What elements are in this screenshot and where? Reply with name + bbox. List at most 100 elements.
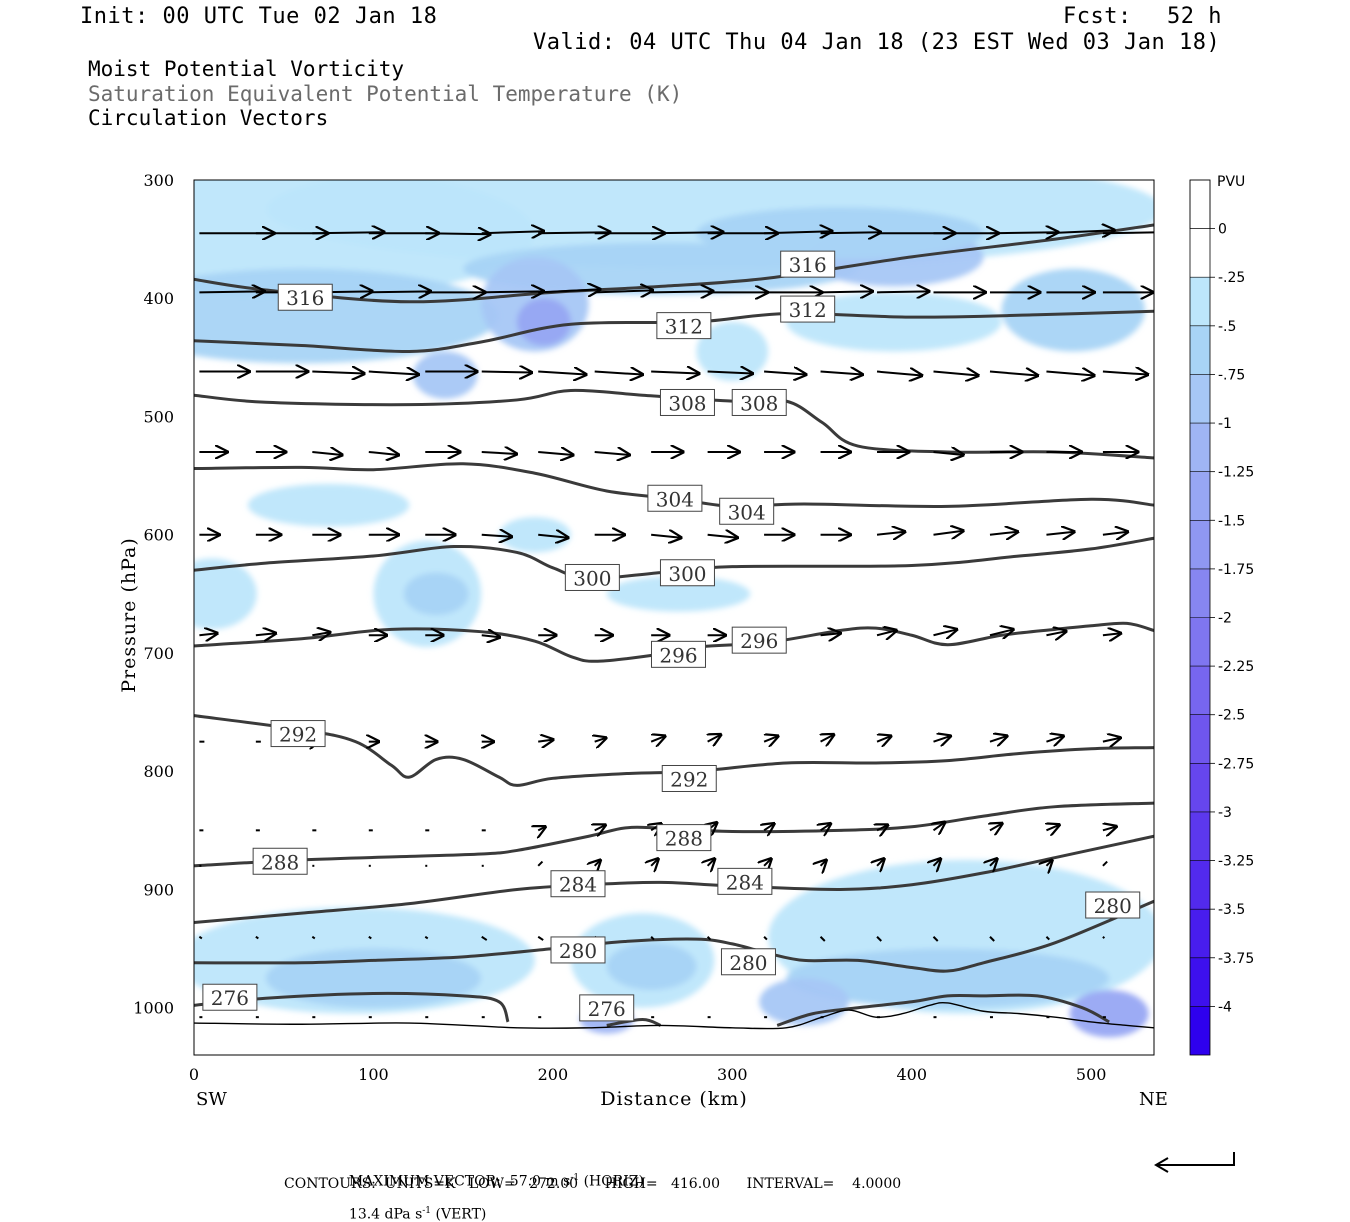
svg-text:276: 276 xyxy=(211,986,249,1010)
contour-label-300: 300 xyxy=(564,563,620,591)
circulation-vector xyxy=(764,824,774,831)
colorbar-level-label: -3.25 xyxy=(1218,854,1254,870)
circulation-vector xyxy=(425,233,490,234)
colorbar-swatch xyxy=(1190,909,1210,958)
contour-label-296: 296 xyxy=(731,626,787,654)
y-axis-label: Pressure (hPa) xyxy=(118,537,140,693)
mpv-shaded-region xyxy=(606,942,697,990)
field-title-vectors: Circulation Vectors xyxy=(88,106,329,130)
circulation-vector xyxy=(312,632,330,635)
contour-label-316: 316 xyxy=(780,250,836,278)
contour-label-288: 288 xyxy=(252,847,308,875)
circulation-vector xyxy=(708,735,721,742)
circulation-vector xyxy=(199,633,217,635)
circulation-vector xyxy=(1046,631,1066,635)
circulation-vector xyxy=(537,860,544,867)
circulation-vector xyxy=(255,633,276,635)
contour-label-308: 308 xyxy=(731,388,787,416)
circulation-vector xyxy=(707,372,753,374)
circulation-vector xyxy=(538,535,568,538)
reference-vector-icon xyxy=(1154,1152,1235,1173)
mpv-shaded-region xyxy=(194,558,257,630)
colorbar-level-label: -1.25 xyxy=(1218,465,1254,481)
circulation-vector xyxy=(481,372,532,373)
svg-text:316: 316 xyxy=(789,253,827,277)
svg-text:316: 316 xyxy=(286,286,324,310)
circulation-vector xyxy=(821,860,827,866)
contour-info: CONTOURS: UNITS=K LOW= 272.00 HIGH= 416.… xyxy=(284,1176,902,1192)
mpv-shaded-region xyxy=(759,978,849,1026)
x-tick-label: 400 xyxy=(896,1065,927,1084)
contour-label-280: 280 xyxy=(1085,891,1141,919)
circulation-vector xyxy=(595,860,601,866)
circulation-vector xyxy=(481,635,500,637)
colorbar-swatch xyxy=(1190,228,1210,278)
contour-label-288: 288 xyxy=(656,824,712,852)
colorbar-level-label: -1.5 xyxy=(1218,513,1245,529)
circulation-vector xyxy=(594,290,653,292)
circulation-vector xyxy=(820,372,863,375)
colorbar-swatch xyxy=(1190,423,1210,472)
y-tick-label: 1000 xyxy=(133,999,174,1018)
circulation-vector xyxy=(821,824,831,831)
x-tick-label: 300 xyxy=(717,1065,748,1084)
valid-time: Valid: 04 UTC Thu 04 Jan 18 (23 EST Wed … xyxy=(533,30,1221,55)
contour-label-304: 304 xyxy=(647,484,703,512)
init-time: Init: 00 UTC Tue 02 Jan 18 xyxy=(80,4,438,29)
svg-text:288: 288 xyxy=(261,850,299,874)
colorbar-level-label: -3.5 xyxy=(1218,902,1245,918)
circulation-vector xyxy=(989,532,1018,535)
mpv-shaded-region xyxy=(516,298,571,346)
x-tick-label: 0 xyxy=(189,1065,199,1084)
colorbar-swatch xyxy=(1190,714,1210,764)
colorbar-level-label: -2.25 xyxy=(1218,659,1254,675)
svg-text:296: 296 xyxy=(740,629,778,653)
circulation-vector xyxy=(1103,826,1116,830)
field-title-theta-es: Saturation Equivalent Potential Temperat… xyxy=(88,82,683,106)
x-tick-label: 500 xyxy=(1076,1065,1107,1084)
colorbar-level-label: -4 xyxy=(1218,999,1232,1015)
circulation-vector xyxy=(876,372,922,376)
colorbar-level-label: -.75 xyxy=(1218,367,1245,383)
circulation-vector xyxy=(820,633,841,635)
circulation-vector xyxy=(1102,860,1108,867)
max-vector-horizontal-tag: (HORIZ) xyxy=(583,1173,644,1190)
circulation-vector xyxy=(650,936,655,941)
colorbar-swatch xyxy=(1190,568,1210,618)
circulation-vector xyxy=(651,372,699,374)
colorbar-swatch xyxy=(1190,325,1210,375)
max-vector-vertical-unit-exponent: -1 xyxy=(422,1205,432,1216)
svg-text:280: 280 xyxy=(729,951,767,975)
circulation-vector xyxy=(594,452,630,455)
circulation-vector xyxy=(312,452,342,455)
colorbar-level-label: -3.75 xyxy=(1218,951,1254,967)
circulation-vector xyxy=(538,740,553,742)
contour-label-308: 308 xyxy=(659,388,715,416)
circulation-vector xyxy=(877,291,929,292)
circulation-vector xyxy=(537,935,544,941)
svg-text:304: 304 xyxy=(656,487,694,511)
max-vector-vertical-tag: (VERT) xyxy=(435,1206,487,1222)
plot-frame xyxy=(193,179,1155,1056)
circulation-vector xyxy=(990,859,997,866)
mpv-shaded-region xyxy=(786,292,1002,352)
circulation-vector xyxy=(876,630,896,635)
svg-text:308: 308 xyxy=(668,391,706,415)
y-tick-label: 400 xyxy=(143,289,174,308)
colorbar-level-label: -3 xyxy=(1218,805,1232,821)
circulation-vector xyxy=(989,936,995,942)
circulation-vector xyxy=(763,736,778,742)
circulation-vector xyxy=(651,859,658,866)
circulation-vector xyxy=(1102,532,1128,535)
circulation-vector xyxy=(1102,738,1121,742)
mpv-shaded-region xyxy=(412,351,478,399)
mpv-shaded-region xyxy=(403,572,469,616)
circulation-vector xyxy=(820,291,873,292)
theta-es-contour-312 xyxy=(194,309,1154,353)
y-tick-label: 500 xyxy=(143,407,174,426)
contour-label-292: 292 xyxy=(270,720,326,748)
circulation-vector xyxy=(368,935,372,940)
svg-text:300: 300 xyxy=(668,562,706,586)
y-tick-label: 800 xyxy=(143,762,174,781)
x-tick-label: 200 xyxy=(538,1065,569,1084)
